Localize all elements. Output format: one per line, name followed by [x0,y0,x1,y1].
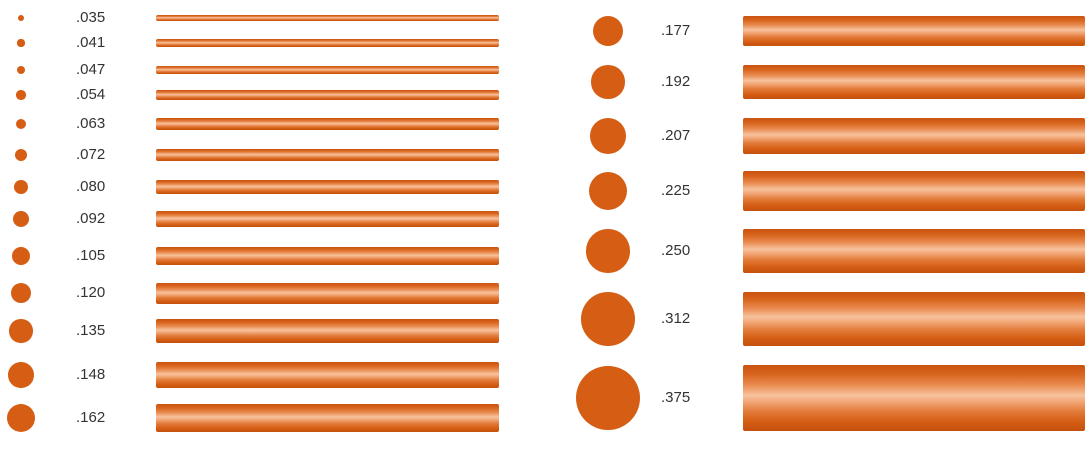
wire-rod [156,403,499,433]
wire-cross-section-dot [13,211,29,227]
wire-rod [156,90,499,100]
wire-rod [156,148,499,162]
wire-rod [156,210,499,228]
wire-cross-section-dot [17,39,25,47]
gauge-size-label: .047 [76,61,106,78]
wire-cross-section-dot [591,65,625,99]
gauge-size-label: .177 [661,22,691,39]
wire-rod [156,246,499,266]
wire-rod [156,180,499,194]
wire-rod [743,171,1085,211]
wire-cross-section-dot [16,90,26,100]
gauge-size-label: .054 [76,86,106,103]
gauge-size-label: .250 [661,242,691,259]
gauge-size-label: .135 [76,322,106,339]
wire-cross-section-dot [10,282,32,304]
wire-rod [156,319,499,343]
wire-cross-section-dot [11,246,31,266]
gauge-size-label: .105 [76,247,106,264]
wire-cross-section-dot [588,171,628,211]
wire-rod [743,365,1085,431]
gauge-size-label: .080 [76,178,106,195]
wire-cross-section-dot [14,148,28,162]
wire-cross-section-dot [575,365,641,431]
gauge-size-label: .063 [76,115,106,132]
wire-cross-section-dot [6,403,35,432]
gauge-size-label: .207 [661,127,691,144]
gauge-size-label: .072 [76,146,106,163]
wire-rod [743,15,1085,47]
gauge-size-label: .225 [661,182,691,199]
wire-rod [156,39,499,47]
wire-rod [156,362,499,388]
wire-rod [156,65,499,75]
wire-rod [156,14,499,22]
gauge-size-label: .120 [76,284,106,301]
wire-cross-section-dot [581,292,635,346]
wire-cross-section-dot [15,118,27,130]
wire-cross-section-dot [16,65,26,75]
gauge-size-label: .162 [76,409,106,426]
wire-rod [156,118,499,130]
wire-cross-section-dot [592,15,624,47]
gauge-size-label: .148 [76,366,106,383]
wire-cross-section-dot [17,14,25,22]
wire-rod [156,282,499,304]
gauge-size-label: .035 [76,9,106,26]
wire-cross-section-dot [9,319,33,343]
wire-cross-section-dot [14,180,28,194]
gauge-size-label: .312 [661,310,691,327]
wire-rod [743,291,1085,347]
gauge-size-label: .375 [661,389,691,406]
wire-rod [743,65,1085,99]
wire-cross-section-dot [8,362,34,388]
wire-rod [743,117,1085,155]
gauge-size-label: .192 [661,73,691,90]
gauge-size-label: .092 [76,210,106,227]
gauge-size-label: .041 [76,34,106,51]
wire-rod [743,229,1085,273]
wire-cross-section-dot [590,118,626,154]
wire-cross-section-dot [586,229,630,273]
